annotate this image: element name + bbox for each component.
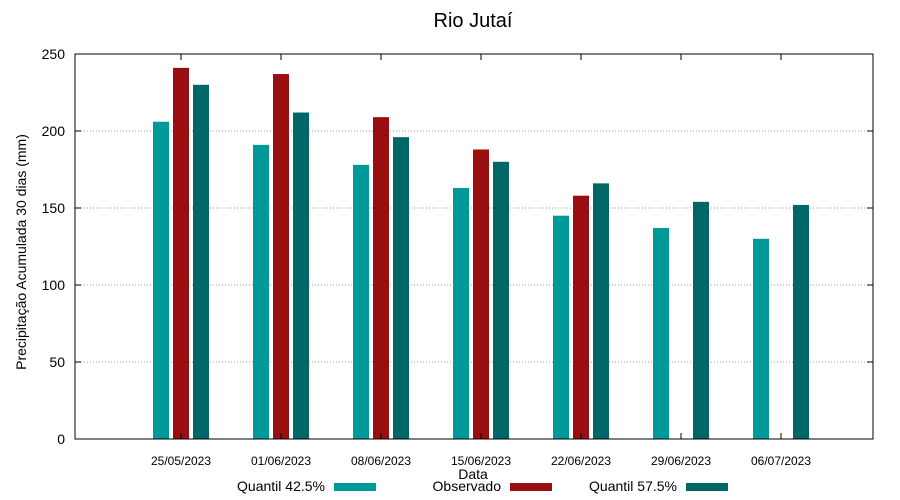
y-tick-label: 50 xyxy=(49,354,65,370)
x-tick-label: 08/06/2023 xyxy=(351,454,411,468)
bar xyxy=(793,204,809,439)
x-tick-label: 25/05/2023 xyxy=(151,454,211,468)
bar xyxy=(493,161,509,440)
bar xyxy=(453,187,469,439)
legend-swatch xyxy=(334,483,376,491)
bar xyxy=(473,149,489,440)
bar xyxy=(253,144,269,440)
bar xyxy=(553,215,569,439)
bar xyxy=(193,84,209,440)
bar xyxy=(653,228,669,439)
x-tick-label: 22/06/2023 xyxy=(551,454,611,468)
legend-swatch xyxy=(686,483,728,491)
y-tick-label: 0 xyxy=(57,431,65,447)
bar xyxy=(393,137,409,439)
bar xyxy=(273,74,289,440)
bar xyxy=(173,67,189,440)
y-tick-label: 150 xyxy=(42,200,66,216)
legend-label: Observado xyxy=(433,478,502,494)
x-tick-label: 29/06/2023 xyxy=(651,454,711,468)
y-axis-label: Precipitação Acumulada 30 dias (mm) xyxy=(13,134,29,370)
legend: Quantil 42.5% Observado Quantil 57.5% xyxy=(237,478,728,494)
y-tick-label: 250 xyxy=(42,46,66,62)
x-tick-label: 15/06/2023 xyxy=(451,454,511,468)
y-tick-label: 200 xyxy=(42,123,66,139)
plot-frame xyxy=(74,53,874,440)
x-axis-label: Data xyxy=(458,466,488,482)
legend-swatch xyxy=(510,483,552,491)
bar xyxy=(353,164,369,439)
bar xyxy=(293,112,309,440)
bar xyxy=(693,201,709,439)
chart-title: Rio Jutaí xyxy=(434,10,513,32)
x-axis-ticks: 25/05/2023 01/06/2023 08/06/2023 15/06/2023… xyxy=(151,54,811,468)
x-tick-label: 01/06/2023 xyxy=(251,454,311,468)
legend-label: Quantil 57.5% xyxy=(589,478,677,494)
x-tick-label: 06/07/2023 xyxy=(751,454,811,468)
bar xyxy=(573,195,589,439)
bar xyxy=(153,121,169,439)
bar xyxy=(753,238,769,439)
bar xyxy=(593,183,609,439)
legend-label: Quantil 42.5% xyxy=(237,478,325,494)
bars xyxy=(153,67,809,440)
y-tick-label: 100 xyxy=(42,277,66,293)
bar xyxy=(373,117,389,439)
y-axis-ticks: 0 50 100 150 200 250 xyxy=(42,46,873,447)
